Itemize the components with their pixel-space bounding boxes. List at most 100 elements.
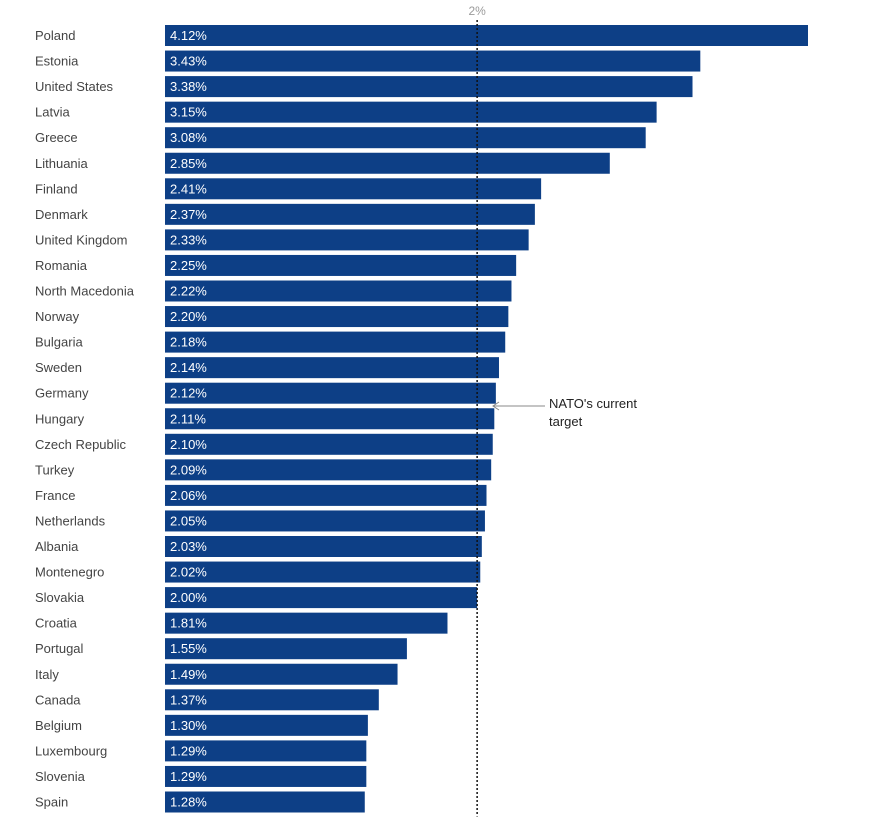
reference-line-label: 2% (468, 4, 486, 18)
value-label: 2.18% (170, 335, 207, 350)
category-label: Croatia (35, 616, 78, 631)
bars-layer: Poland 4.12% Estonia 3.43% United States 3.38… (35, 25, 808, 813)
value-label: 1.28% (170, 795, 207, 810)
category-label: United States (35, 79, 114, 94)
category-label: Czech Republic (35, 437, 127, 452)
value-label: 1.37% (170, 692, 207, 707)
bar (165, 510, 485, 532)
value-label: 2.02% (170, 565, 207, 580)
category-label: Portugal (35, 641, 84, 656)
category-label: France (35, 488, 75, 503)
category-label: Luxembourg (35, 743, 107, 758)
value-label: 2.41% (170, 181, 207, 196)
value-label: 2.22% (170, 284, 207, 299)
value-label: 1.29% (170, 743, 207, 758)
bar (165, 791, 365, 813)
value-label: 2.11% (170, 411, 206, 426)
bar (165, 714, 368, 736)
value-label: 2.85% (170, 156, 207, 171)
bar (165, 229, 529, 251)
bar (165, 101, 657, 123)
bar (165, 459, 492, 481)
bar (165, 408, 495, 430)
bar (165, 740, 367, 762)
reference-line-layer: 2% (468, 4, 486, 817)
value-label: 2.37% (170, 207, 207, 222)
value-label: 3.38% (170, 79, 207, 94)
annotation-arrow-head (492, 401, 500, 411)
category-label: Italy (35, 667, 59, 682)
category-label: North Macedonia (35, 284, 135, 299)
category-label: Estonia (35, 54, 79, 69)
bar (165, 484, 487, 506)
category-label: Slovenia (35, 769, 86, 784)
value-label: 2.09% (170, 462, 207, 477)
value-label: 3.08% (170, 130, 207, 145)
category-label: Bulgaria (35, 335, 83, 350)
category-label: Germany (35, 386, 89, 401)
value-label: 4.12% (170, 28, 207, 43)
bar (165, 357, 499, 379)
bar (165, 689, 379, 711)
value-label: 1.55% (170, 641, 207, 656)
category-label: Spain (35, 795, 68, 810)
value-label: 2.06% (170, 488, 207, 503)
value-label: 3.15% (170, 105, 207, 120)
bar (165, 254, 517, 276)
category-label: Netherlands (35, 513, 106, 528)
value-label: 2.12% (170, 386, 207, 401)
bar (165, 178, 542, 200)
value-label: 1.81% (170, 616, 207, 631)
bar (165, 280, 512, 302)
value-label: 1.29% (170, 769, 207, 784)
value-label: 2.20% (170, 309, 207, 324)
category-label: Slovakia (35, 590, 85, 605)
category-label: Denmark (35, 207, 88, 222)
category-label: Albania (35, 539, 79, 554)
value-label: 2.00% (170, 590, 207, 605)
bar (165, 433, 493, 455)
category-label: Romania (35, 258, 88, 273)
bar (165, 561, 481, 583)
category-label: Hungary (35, 411, 85, 426)
value-label: 2.25% (170, 258, 207, 273)
value-label: 1.30% (170, 718, 207, 733)
bar (165, 765, 367, 787)
category-label: United Kingdom (35, 232, 128, 247)
annotation-text-line1: NATO's current (549, 396, 637, 411)
bar (165, 306, 509, 328)
bar (165, 127, 646, 149)
value-label: 2.03% (170, 539, 207, 554)
category-label: Sweden (35, 360, 82, 375)
bar (165, 50, 701, 72)
annotation-layer: NATO's current target (492, 396, 637, 429)
value-label: 3.43% (170, 54, 207, 69)
bar (165, 612, 448, 634)
annotation-text-line2: target (549, 414, 583, 429)
bar (165, 76, 693, 98)
bar (165, 638, 407, 660)
bar (165, 25, 808, 46)
bar (165, 587, 478, 609)
category-label: Belgium (35, 718, 82, 733)
category-label: Turkey (35, 462, 75, 477)
bar (165, 152, 610, 174)
value-label: 2.05% (170, 513, 207, 528)
category-label: Greece (35, 130, 78, 145)
category-label: Canada (35, 692, 81, 707)
bar (165, 663, 398, 685)
bar (165, 382, 496, 404)
value-label: 2.14% (170, 360, 207, 375)
category-label: Poland (35, 28, 75, 43)
category-label: Lithuania (35, 156, 89, 171)
value-label: 1.49% (170, 667, 207, 682)
value-label: 2.10% (170, 437, 207, 452)
bar (165, 203, 535, 225)
bar (165, 331, 506, 353)
category-label: Norway (35, 309, 80, 324)
category-label: Latvia (35, 105, 70, 120)
category-label: Finland (35, 181, 78, 196)
category-label: Montenegro (35, 565, 104, 580)
value-label: 2.33% (170, 232, 207, 247)
